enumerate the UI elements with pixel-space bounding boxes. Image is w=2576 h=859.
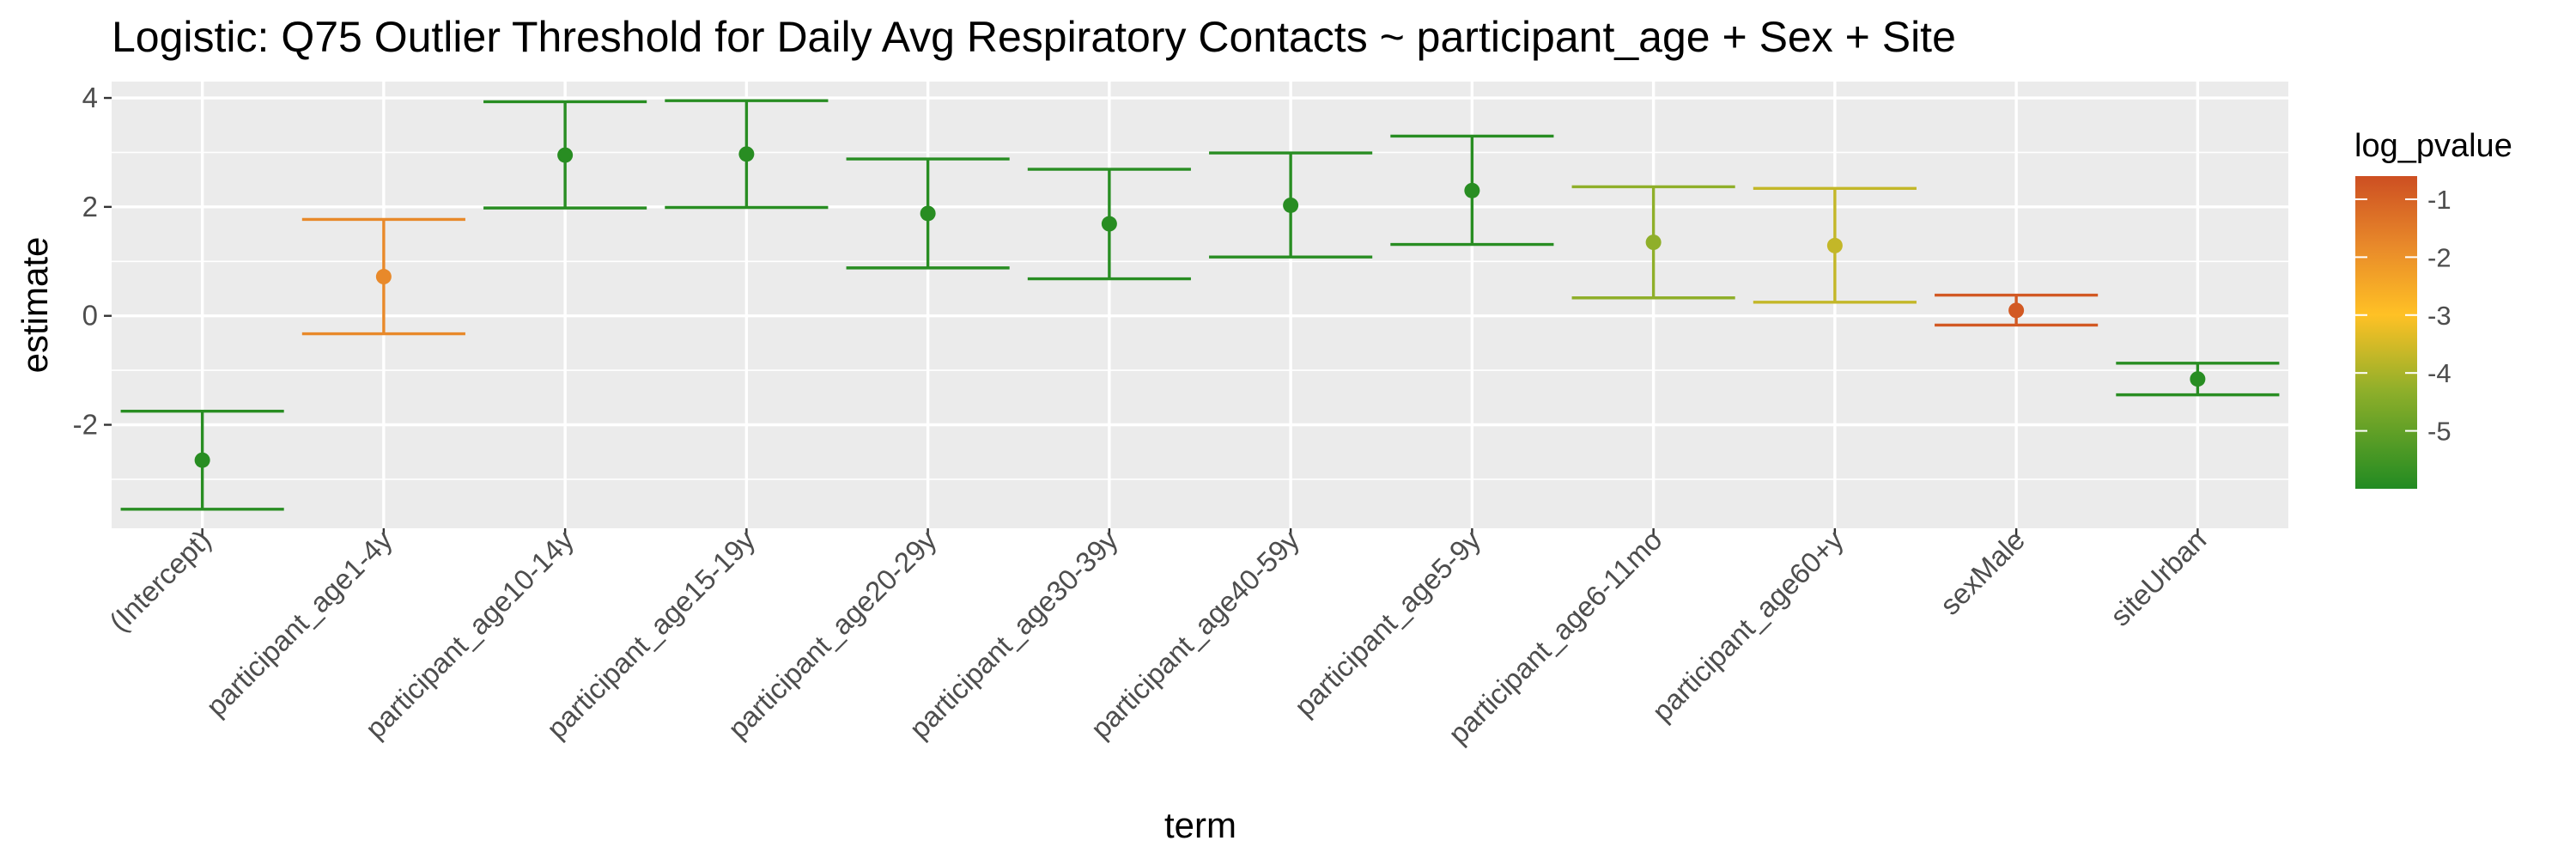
errorbar-7 [1390, 134, 1554, 247]
y-axis-title: estimate [15, 237, 55, 374]
errorbar-6 [1209, 151, 1373, 259]
errorbar-0 [120, 409, 284, 511]
y-tick-label: -2 [73, 409, 98, 441]
estimate-point [1826, 237, 1843, 253]
estimate-point [2008, 302, 2025, 319]
legend-tick-label: -1 [2427, 185, 2451, 215]
estimate-point [375, 269, 392, 285]
estimate-point [2190, 371, 2206, 387]
estimate-point [1464, 182, 1480, 198]
estimate-point [194, 452, 210, 468]
estimate-point [1645, 235, 1662, 251]
legend-colorbar [2355, 176, 2417, 489]
estimate-point [1101, 216, 1117, 232]
estimate-point [738, 146, 755, 162]
errorbar-5 [1027, 168, 1191, 281]
legend-ticks: -1 -2 -3 -4 -5 [2355, 185, 2451, 447]
x-axis-title: term [1164, 805, 1236, 845]
legend-tick-label: -4 [2427, 358, 2451, 388]
errorbar-1 [301, 217, 465, 336]
legend-tick-label: -5 [2427, 417, 2451, 447]
plot-panel [112, 82, 2288, 528]
y-tick-label: 4 [82, 82, 98, 113]
legend-tick-label: -2 [2427, 242, 2451, 272]
errorbar-2 [483, 100, 647, 210]
errorbar-9 [1753, 186, 1917, 304]
estimate-point [920, 205, 936, 222]
errorbar-11 [2116, 362, 2280, 397]
color-legend: log_pvalue -1 -2 -3 -4 -5 [2354, 128, 2512, 489]
y-axis: 4 2 0 -2 [73, 82, 112, 441]
errorbar-10 [1935, 293, 2099, 327]
y-tick-label: 2 [82, 191, 98, 222]
legend-title: log_pvalue [2354, 128, 2512, 164]
legend-tick-label: -3 [2427, 301, 2451, 331]
errorbar-3 [665, 99, 829, 210]
y-tick-label: 0 [82, 300, 98, 332]
errorbar-4 [846, 157, 1010, 270]
errorbar-8 [1571, 185, 1735, 300]
estimate-point [557, 147, 574, 163]
estimate-point [1283, 197, 1299, 213]
marks-layer [120, 99, 2280, 511]
chart-title: Logistic: Q75 Outlier Threshold for Dail… [112, 13, 1956, 61]
